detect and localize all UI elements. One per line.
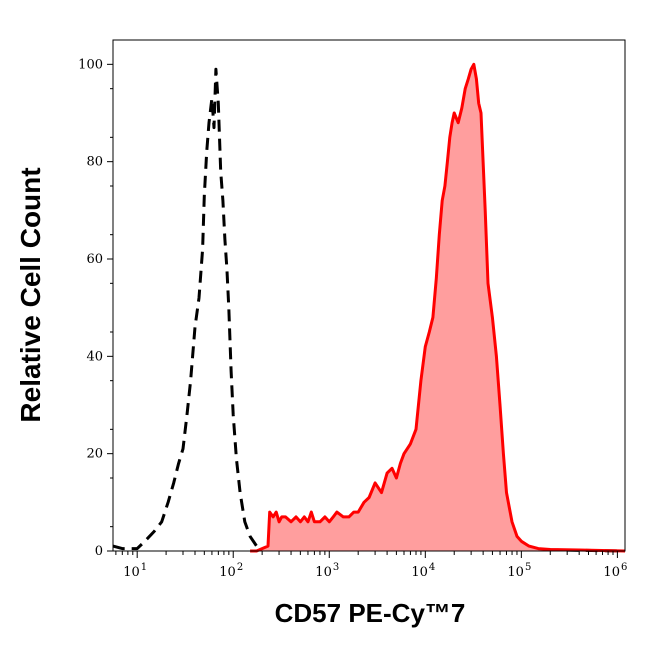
series-CD57-PE-Cy7-line <box>250 62 626 553</box>
x-axis-title: CD57 PE-Cy™7 <box>275 598 466 628</box>
x-tick-label-5: 105 <box>507 562 531 580</box>
y-axis-title: Relative Cell Count <box>15 167 46 422</box>
axes: 0 20 40 60 80 100 101 102 103 104 105 106 <box>78 39 627 580</box>
y-tick-label-60: 60 <box>86 252 103 267</box>
series-CD57-PE-Cy7-fill <box>250 64 625 552</box>
series-isotype-control-line <box>112 67 626 553</box>
y-tick-label-20: 20 <box>86 447 103 462</box>
x-tick-label-6: 106 <box>603 562 627 580</box>
y-tick-label-80: 80 <box>86 155 103 170</box>
x-tick-label-1: 101 <box>123 562 147 580</box>
x-tick-label-3: 103 <box>315 562 339 580</box>
plot-area <box>112 62 626 553</box>
plot-frame <box>112 39 626 552</box>
y-tick-label-100: 100 <box>78 57 103 72</box>
y-tick-label-0: 0 <box>95 544 103 559</box>
y-tick-label-40: 40 <box>86 349 103 364</box>
x-tick-label-2: 102 <box>219 562 243 580</box>
x-tick-label-4: 104 <box>411 562 435 580</box>
